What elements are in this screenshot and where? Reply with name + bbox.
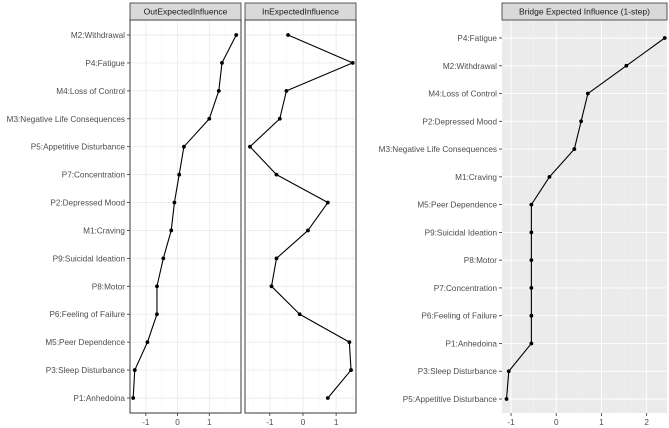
data-point [207,116,212,121]
data-point [248,144,252,149]
x-tick-label: -1 [142,418,150,427]
y-tick-label: P8:Motor [464,256,497,265]
facet-strip [244,2,357,21]
facet-title: OutExpectedInfluence [144,7,228,17]
data-point [234,33,239,37]
y-tick-label: P7:Concentration [62,171,126,180]
data-point [220,61,224,65]
y-tick-label: P6:Feeling of Failure [421,312,497,321]
data-point [529,286,534,290]
y-tick-label: M5:Peer Dependence [417,201,497,210]
x-tick-label: -1 [266,418,274,427]
x-tick-label: 0 [175,418,180,427]
data-point [161,256,166,261]
data-point [169,228,174,233]
y-tick-label: P2:Depressed Mood [422,117,497,126]
y-tick-label: M1:Craving [83,226,125,235]
y-tick-label: P8:Motor [92,282,125,291]
data-point [347,340,352,345]
data-point [547,174,552,179]
panel-background [502,20,667,413]
data-point [662,36,667,40]
x-tick-label: 1 [334,418,339,427]
data-point [624,63,629,68]
data-point [306,228,310,233]
data-point [177,172,182,177]
data-point [131,396,136,400]
data-point [529,313,534,318]
data-point [529,202,534,207]
y-tick-label: P3:Sleep Disturbance [46,366,126,375]
y-tick-label: P4:Fatigue [457,34,497,43]
data-point [297,312,302,317]
facet-strip [129,2,242,21]
y-tick-label: P5:Appetitive Disturbance [403,395,498,404]
x-tick-label: 0 [554,418,559,427]
data-point [572,147,577,151]
data-point [274,172,279,177]
series-line [249,34,354,399]
facet-title: Bridge Expected Influence (1-step) [519,7,650,17]
y-tick-label: M2:Withdrawal [443,62,497,71]
y-tick-label: P9:Suicidal Ideation [425,228,498,237]
data-point [349,368,353,372]
y-tick-label: M4:Loss of Control [428,90,497,99]
data-point [216,88,221,93]
y-tick-label: M3:Negative Life Consequences [379,145,497,154]
panel-background [244,19,357,414]
data-point [529,230,534,235]
data-point [269,284,274,289]
y-tick-label: M1:Craving [455,173,497,182]
y-tick-label: P4:Fatigue [85,59,125,68]
y-tick-label: M3:Negative Life Consequences [7,115,125,124]
y-tick-label: P2:Depressed Mood [50,199,125,208]
data-point [155,284,159,289]
data-point [182,144,186,149]
y-tick-label: P5:Appetitive Disturbance [31,143,126,152]
data-point [132,368,137,372]
data-point [277,116,282,121]
x-tick-label: -1 [507,418,515,427]
data-point [506,369,511,374]
data-point [350,61,355,65]
y-tick-label: P1:Anhedoina [446,339,498,348]
y-tick-label: P6:Feeling of Failure [49,310,125,319]
data-point [585,91,590,96]
y-tick-label: M2:Withdrawal [71,31,125,40]
data-point [579,119,584,124]
series-line [132,34,237,399]
bridge-influence-chart: Bridge Expected Influence (1-step) -1 0 1 2 P… [379,2,668,427]
y-tick-label: P9:Suicidal Ideation [53,254,126,263]
y-tick-label: P3:Sleep Disturbance [418,367,498,376]
x-tick-label: 1 [207,418,212,427]
x-tick-label: 1 [599,418,604,427]
panel-background [129,19,242,414]
x-tick-label: 0 [301,418,306,427]
x-tick-label: 2 [644,418,649,427]
data-point [172,200,177,205]
data-point [155,312,159,317]
centrality-facet-chart: OutExpectedInfluence -1 0 1 M2:Withdrawal P4:… [7,2,357,427]
data-point [284,88,289,93]
facet-strip [501,2,668,21]
data-point [325,396,330,400]
data-point [529,341,534,346]
y-tick-label: P7:Concentration [434,284,498,293]
facet-title: InExpectedInfluence [262,7,339,17]
series-line [505,37,666,400]
y-tick-label: M5:Peer Dependence [45,338,125,347]
data-point [504,397,509,401]
data-point [529,258,534,263]
y-tick-label: M4:Loss of Control [56,87,125,96]
data-point [286,33,290,37]
data-point [325,200,330,205]
data-point [274,256,279,261]
y-tick-label: P1:Anhedoina [74,394,126,403]
data-point [145,340,150,345]
